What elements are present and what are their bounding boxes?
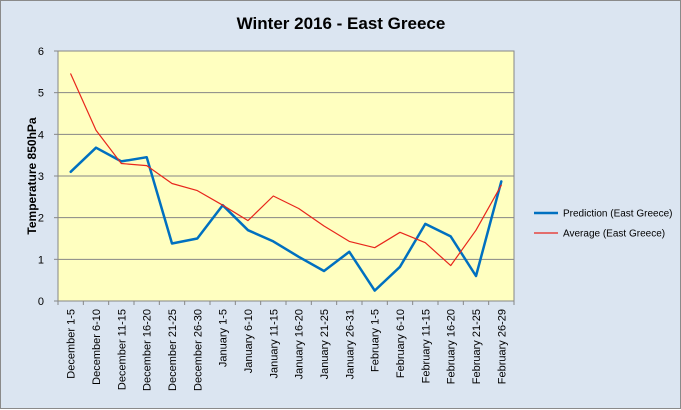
x-tick-label: February 6-10 [395,309,407,378]
legend-label: Average (East Greece) [563,229,665,240]
x-tick-label: December 21-25 [167,309,179,391]
x-tick-label: January 26-31 [344,309,356,379]
y-tick-label: 0 [38,296,44,308]
x-tick-label: January 21-25 [319,309,331,379]
y-axis-ticks: 0 1 2 3 4 5 6 [38,46,58,308]
x-tick-label: December 6-10 [91,309,103,385]
x-tick-label: December 11-15 [116,309,128,390]
y-tick-label: 1 [38,254,44,266]
x-tick-label: February 21-25 [471,309,483,384]
legend-label: Prediction (East Greece) [563,209,673,220]
x-tick-label: December 16-20 [142,309,154,391]
series-lines [69,73,503,292]
x-tick-label: February 26-29 [496,309,508,384]
x-tick-label: January 16-20 [294,309,306,379]
chart-title: Winter 2016 - East Greece [237,14,446,33]
y-tick-label: 4 [38,129,44,141]
y-tick-label: 6 [38,46,44,58]
series-line [70,73,502,267]
x-tick-label: January 11-15 [268,309,280,379]
y-tick-label: 5 [38,88,44,100]
x-tick-label: February 1-5 [370,309,382,372]
x-tick-label: February 11-15 [420,309,432,383]
y-axis-label: Temperature 850hPa [25,117,39,234]
x-tick-label: December 26-30 [192,309,204,391]
y-tick-label: 3 [38,171,44,183]
x-axis-ticks: December 1-5 December 6-10 December 11-15 D… [57,301,515,391]
series-line [69,146,503,292]
x-tick-label: February 16-20 [446,309,458,384]
x-tick-label: January 6-10 [243,309,255,373]
y-tick-label: 2 [38,213,44,225]
legend: Prediction (East Greece) Average (East Gr… [534,209,673,240]
x-tick-label: January 1-5 [218,309,230,367]
x-tick-label: December 1-5 [66,309,78,379]
